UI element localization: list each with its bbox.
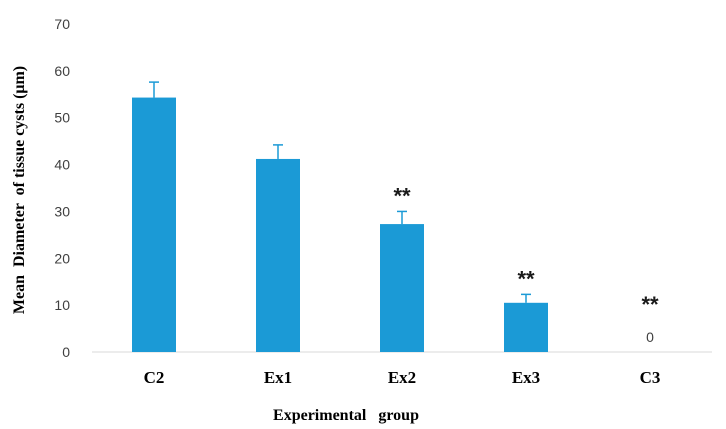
y-tick-label: 70 (54, 16, 70, 32)
significance-marker-c3: ** (641, 292, 659, 317)
y-tick-label: 0 (62, 344, 70, 360)
bars-group: ** ** ** 0 (132, 81, 659, 353)
y-tick-label: 30 (54, 203, 70, 219)
x-tick-label-ex1: Ex1 (264, 368, 292, 387)
bar-c2 (132, 97, 176, 353)
data-label-c3: 0 (646, 329, 654, 345)
x-axis-ticks: C2 Ex1 Ex2 Ex3 C3 (144, 368, 661, 387)
bar-ex3 (504, 302, 548, 352)
x-tick-label-ex2: Ex2 (388, 368, 416, 387)
y-tick-label: 50 (54, 110, 70, 126)
significance-marker-ex3: ** (517, 266, 535, 291)
x-tick-label-c3: C3 (640, 368, 661, 387)
y-tick-label: 60 (54, 63, 70, 79)
bar-ex2 (380, 224, 424, 352)
y-tick-label: 10 (54, 297, 70, 313)
y-tick-label: 20 (54, 250, 70, 266)
x-tick-label-c2: C2 (144, 368, 165, 387)
y-axis-ticks: 0 10 20 30 40 50 60 70 (54, 16, 70, 360)
x-tick-label-ex3: Ex3 (512, 368, 540, 387)
x-axis-title: Experimental group (273, 407, 419, 424)
significance-marker-ex2: ** (393, 183, 411, 208)
bar-ex1 (256, 158, 300, 352)
y-axis-title: Mean Diameter of tissue cysts (μm) (11, 66, 28, 314)
y-tick-label: 40 (54, 157, 70, 173)
